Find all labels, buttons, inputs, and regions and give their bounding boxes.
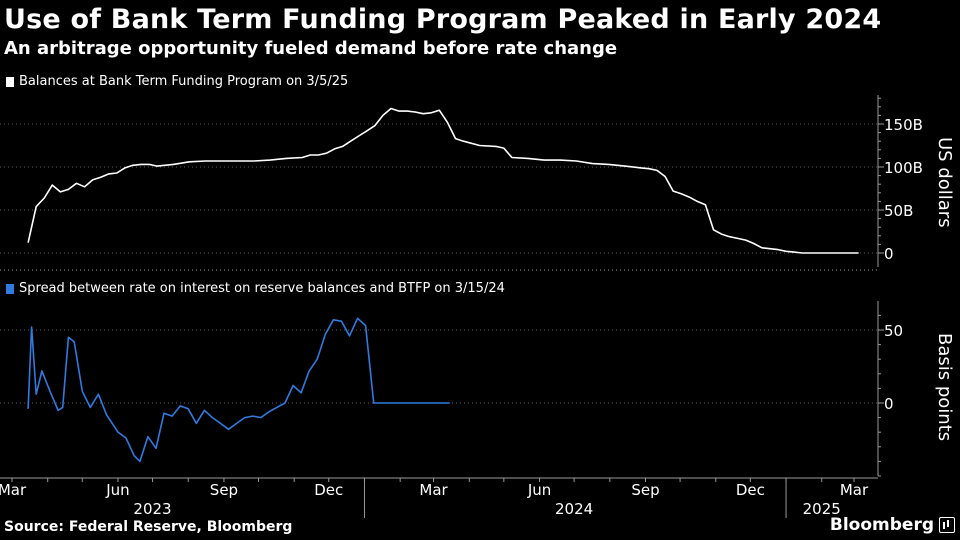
bloomberg-logo: Bloomberg <box>830 515 955 535</box>
y-tick-label: 150B <box>884 116 923 134</box>
bar-chart-icon <box>939 517 955 533</box>
y-tick-label: 0 <box>884 245 894 263</box>
brand-name: Bloomberg <box>829 515 934 535</box>
top-panel-grid <box>0 123 878 254</box>
legend-swatch-balances <box>6 76 14 87</box>
y-axis-label-usd: US dollars <box>934 137 955 228</box>
source-note: Source: Federal Reserve, Bloomberg <box>4 519 293 535</box>
y-tick-label: 50 <box>884 322 903 340</box>
x-year-label: 2023 <box>133 500 171 518</box>
tick-labels: 0 50B 100B 150B 0 50 Mar Jun Sep Dec Mar Jun Sep Dec M… <box>0 116 923 518</box>
legend-spread: Spread between rate on interest on reser… <box>6 281 505 296</box>
series-line-spread <box>27 317 450 463</box>
x-tick-label: Jun <box>527 481 551 499</box>
legend-swatch-spread <box>6 283 14 294</box>
legend-label-spread: Spread between rate on interest on reser… <box>19 281 505 296</box>
x-tick-label: Mar <box>0 481 27 499</box>
chart-title: Use of Bank Term Funding Program Peaked … <box>4 4 882 35</box>
x-year-label: 2024 <box>555 500 593 518</box>
x-tick-label: Mar <box>840 481 869 499</box>
legend-balances: Balances at Bank Term Funding Program on… <box>6 74 348 89</box>
x-tick-label: Dec <box>736 481 765 499</box>
y-tick-label: 100B <box>884 159 923 177</box>
x-tick-label: Jun <box>105 481 129 499</box>
axes <box>0 95 884 518</box>
chart-subtitle: An arbitrage opportunity fueled demand b… <box>4 38 618 59</box>
legend-label-balances: Balances at Bank Term Funding Program on… <box>19 74 349 89</box>
series-lines <box>27 107 859 463</box>
y-tick-label: 0 <box>884 395 894 413</box>
x-tick-label: Sep <box>210 481 238 499</box>
x-tick-label: Dec <box>314 481 343 499</box>
bottom-panel-grid <box>0 329 878 404</box>
series-line-balances <box>27 107 859 254</box>
y-tick-label: 50B <box>884 202 913 220</box>
x-tick-label: Sep <box>631 481 659 499</box>
x-year-label: 2025 <box>803 500 841 518</box>
y-axis-label-bps: Basis points <box>934 333 955 442</box>
x-tick-label: Mar <box>419 481 448 499</box>
